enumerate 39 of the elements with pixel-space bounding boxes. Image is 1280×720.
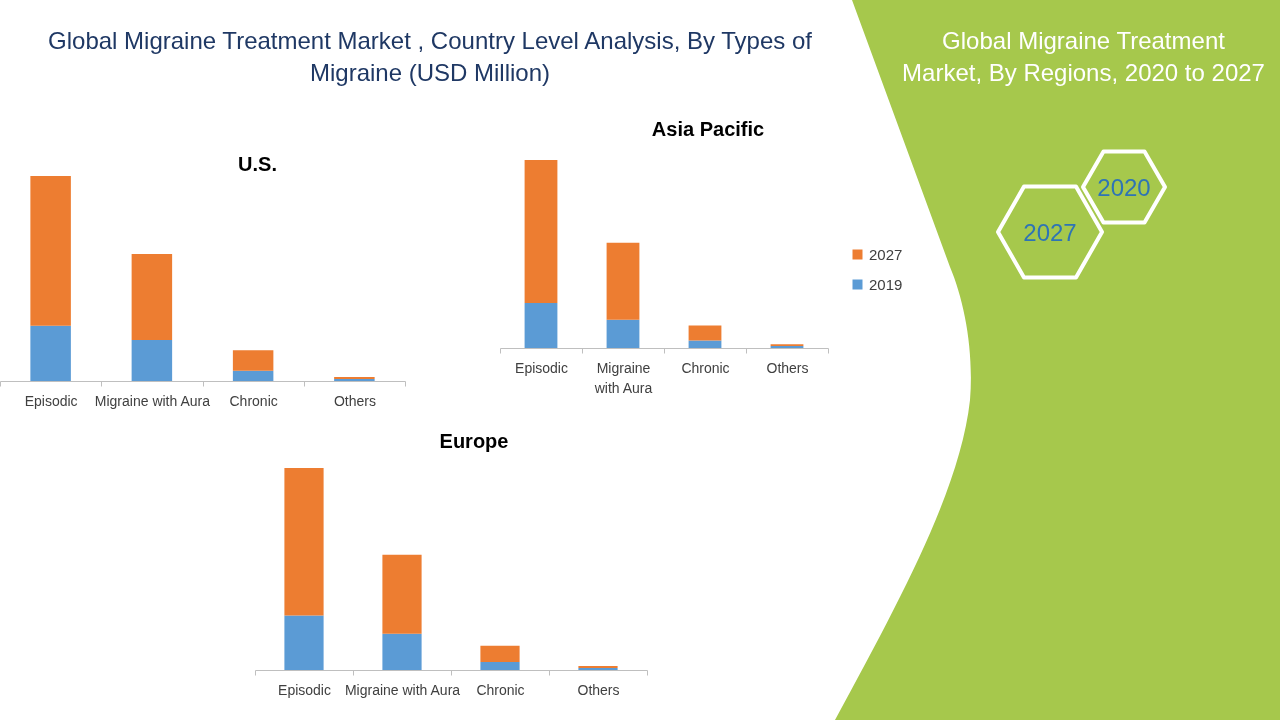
bar [688,325,722,341]
bar [284,615,324,670]
x-tick-label: Episodic [515,359,568,376]
bar [524,160,558,303]
bar [480,661,520,670]
chart-title: Asia Pacific [651,118,765,140]
x-tick-label: Chronic [229,392,278,409]
x-tick-label: Others [333,392,376,409]
text: Global Migraine Treatment Market, By Regions, 2020 to 2027 [901,26,1266,88]
bar [30,325,71,381]
bar [688,340,722,348]
text: Global Migraine Treatment Market , Country Level Analysis, By Types of Migraine (USD Million) [47,26,813,88]
bar [30,176,71,326]
x-tick-label: Migraine with Aura [593,359,653,396]
x-tick-label: Episodic [278,681,331,698]
x-tick-label: Migraine with Aura [94,392,211,409]
bar [606,242,640,320]
text: 2020 [1097,173,1151,201]
x-tick-label: Chronic [476,681,525,698]
bar [131,253,173,340]
bar [382,554,422,634]
bar [382,633,422,670]
bar [480,645,520,662]
chart-title: Europe [439,430,509,452]
bar [232,350,274,371]
legend-label: 2027 [869,245,903,263]
bar [606,319,640,348]
chart-title: U.S. [238,153,277,175]
x-tick-label: Migraine with Aura [344,681,461,698]
legend-label: 2019 [869,275,903,293]
x-tick-label: Others [577,681,620,698]
x-tick-label: Chronic [681,359,730,376]
text: 2027 [1023,218,1077,246]
x-tick-label: Episodic [24,392,78,409]
bar [284,468,324,616]
x-tick-label: Others [766,359,809,376]
bar [131,340,173,381]
bar [524,302,558,348]
bar [232,370,274,381]
